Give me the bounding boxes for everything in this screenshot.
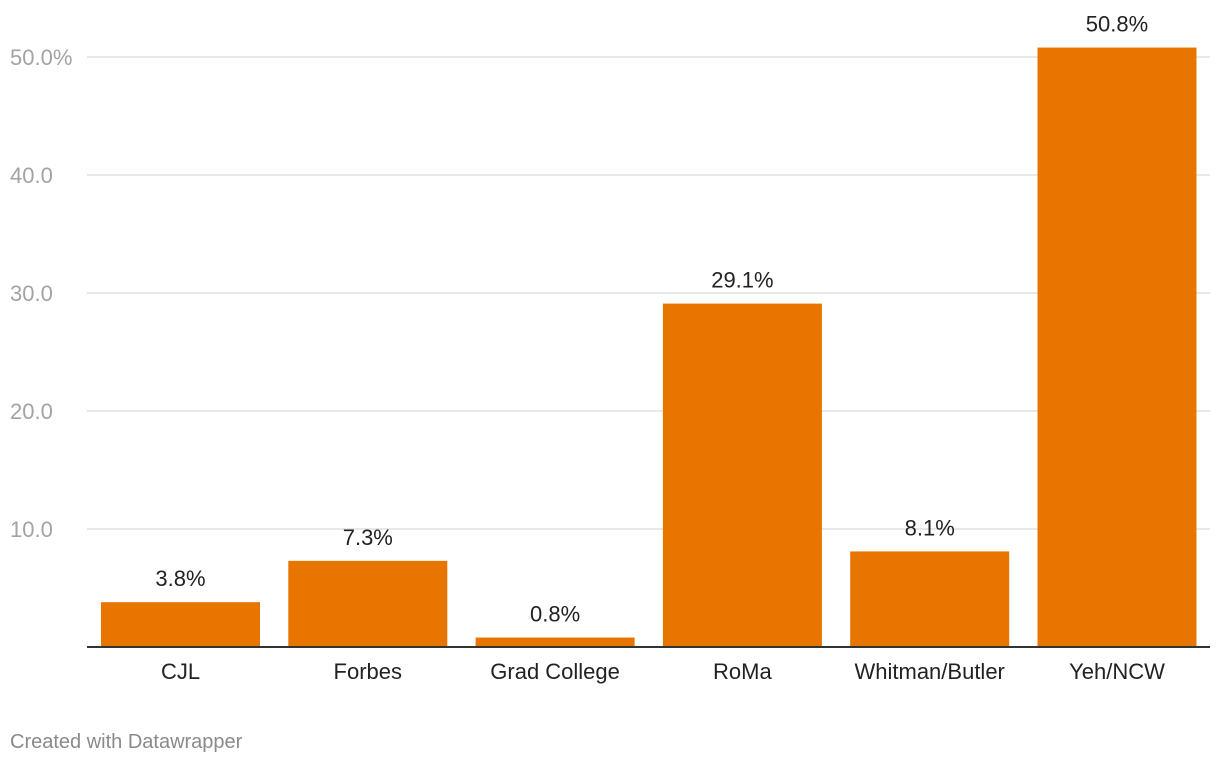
bar bbox=[1037, 47, 1197, 648]
x-category-label: Forbes bbox=[334, 659, 402, 684]
bar-value-labels: 3.8% 7.3% 0.8% 29.1% 8.1% 50.8% bbox=[155, 12, 1148, 627]
x-category-label: Grad College bbox=[490, 659, 620, 684]
bar-value-label: 29.1% bbox=[711, 268, 773, 293]
y-axis-tick-labels: 10.0 20.0 30.0 40.0 50.0% bbox=[10, 45, 72, 542]
x-category-label: Whitman/Butler bbox=[855, 659, 1005, 684]
bar-value-label: 0.8% bbox=[530, 602, 580, 627]
y-tick-label: 40.0 bbox=[10, 163, 53, 188]
bar bbox=[288, 560, 448, 647]
footer-credit: Created with Datawrapper bbox=[10, 731, 243, 753]
bars bbox=[101, 47, 1197, 648]
bar-value-label: 50.8% bbox=[1086, 12, 1148, 37]
bar-value-label: 7.3% bbox=[343, 525, 393, 550]
grid-lines bbox=[87, 56, 1210, 530]
y-tick-label: 20.0 bbox=[10, 399, 53, 424]
bar bbox=[662, 303, 822, 647]
x-category-label: CJL bbox=[161, 659, 200, 684]
bar bbox=[101, 602, 260, 647]
x-axis-category-labels: CJL Forbes Grad College RoMa Whitman/Butler Y… bbox=[161, 659, 1165, 684]
y-tick-label: 10.0 bbox=[10, 517, 53, 542]
bar-value-label: 8.1% bbox=[905, 515, 955, 540]
bar bbox=[475, 637, 635, 647]
y-tick-label: 30.0 bbox=[10, 281, 53, 306]
x-category-label: RoMa bbox=[713, 659, 772, 684]
bar-value-label: 3.8% bbox=[155, 566, 205, 591]
x-category-label: Yeh/NCW bbox=[1069, 659, 1165, 684]
bar bbox=[850, 551, 1010, 647]
y-tick-label: 50.0% bbox=[10, 45, 72, 70]
